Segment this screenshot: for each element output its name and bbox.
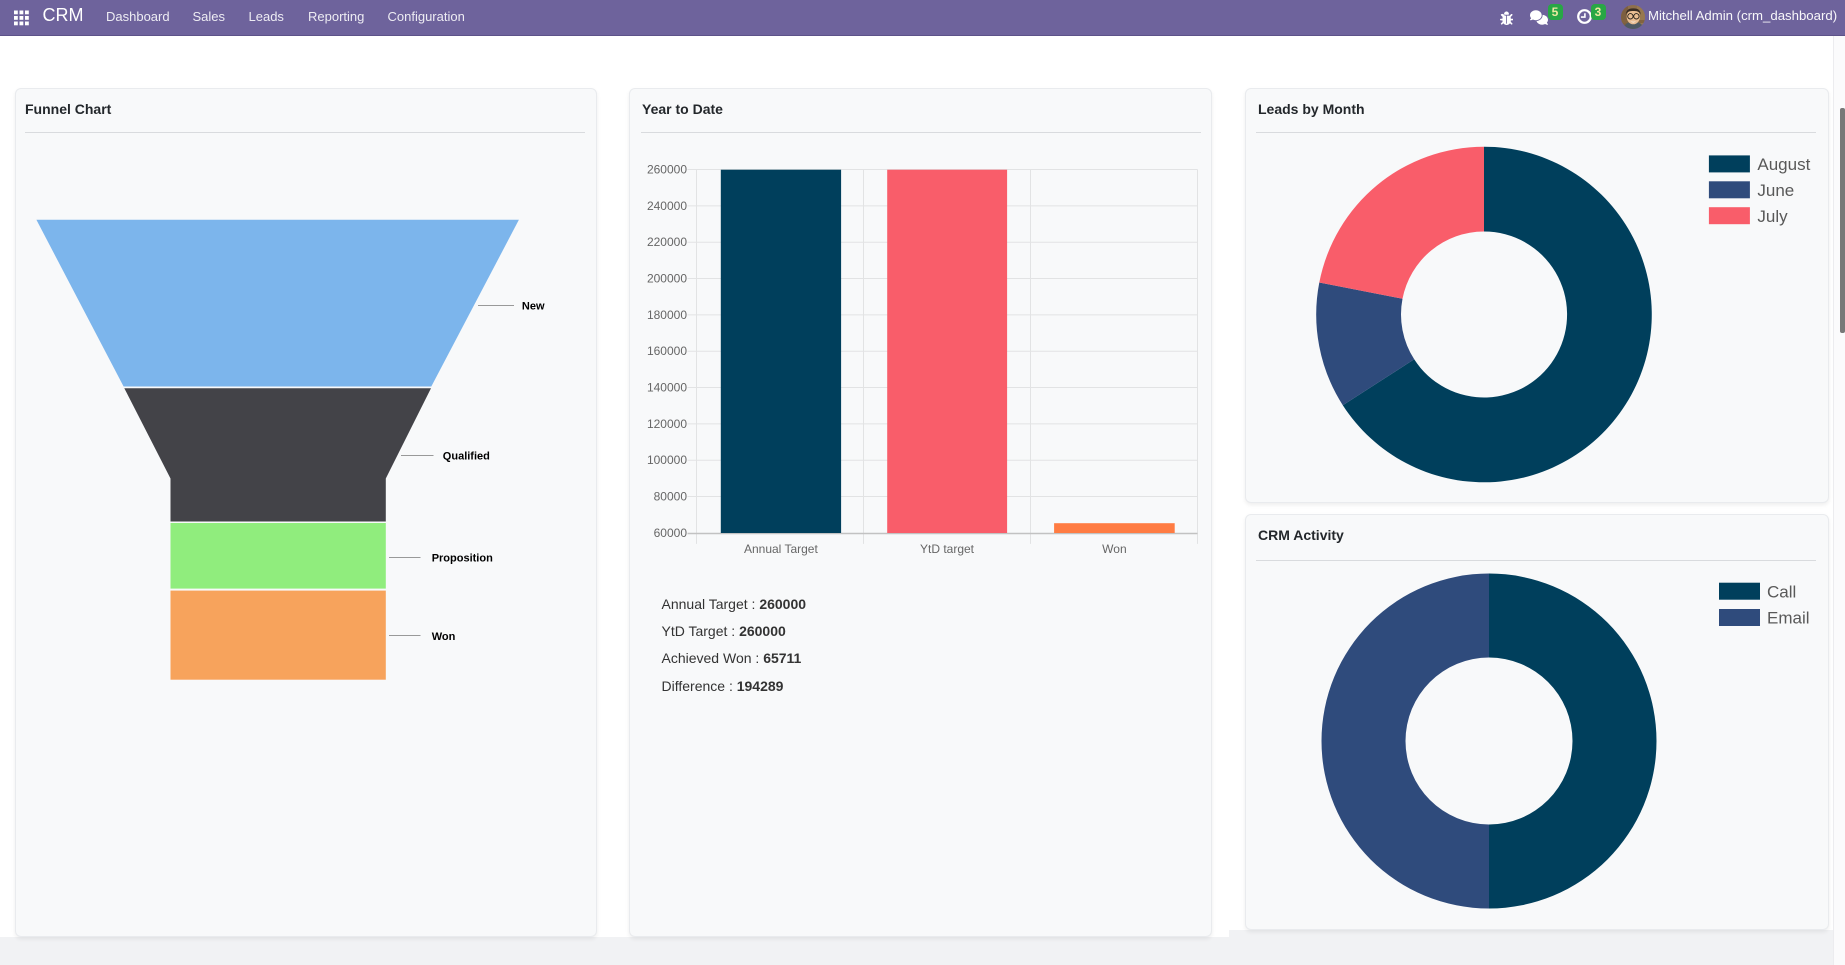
svg-text:June: June (1757, 181, 1794, 200)
svg-text:60000: 60000 (654, 526, 688, 540)
svg-text:Won: Won (432, 631, 456, 643)
svg-text:Call: Call (1767, 582, 1796, 601)
svg-text:Qualified: Qualified (443, 451, 490, 463)
svg-text:YtD target: YtD target (920, 542, 975, 556)
svg-text:200000: 200000 (647, 272, 687, 286)
svg-text:Proposition: Proposition (432, 553, 493, 565)
svg-text:240000: 240000 (647, 199, 687, 213)
svg-text:80000: 80000 (654, 490, 688, 504)
svg-text:New: New (522, 301, 545, 313)
svg-text:160000: 160000 (647, 344, 687, 358)
svg-text:July: July (1757, 207, 1788, 226)
svg-text:Email: Email (1767, 609, 1810, 628)
svg-text:August: August (1757, 155, 1810, 174)
svg-text:140000: 140000 (647, 381, 687, 395)
svg-text:Annual Target: Annual Target (744, 542, 819, 556)
svg-text:220000: 220000 (647, 235, 687, 249)
svg-text:Won: Won (1102, 542, 1126, 556)
svg-text:260000: 260000 (647, 163, 687, 177)
svg-text:180000: 180000 (647, 308, 687, 322)
svg-text:120000: 120000 (647, 417, 687, 431)
svg-text:100000: 100000 (647, 453, 687, 467)
